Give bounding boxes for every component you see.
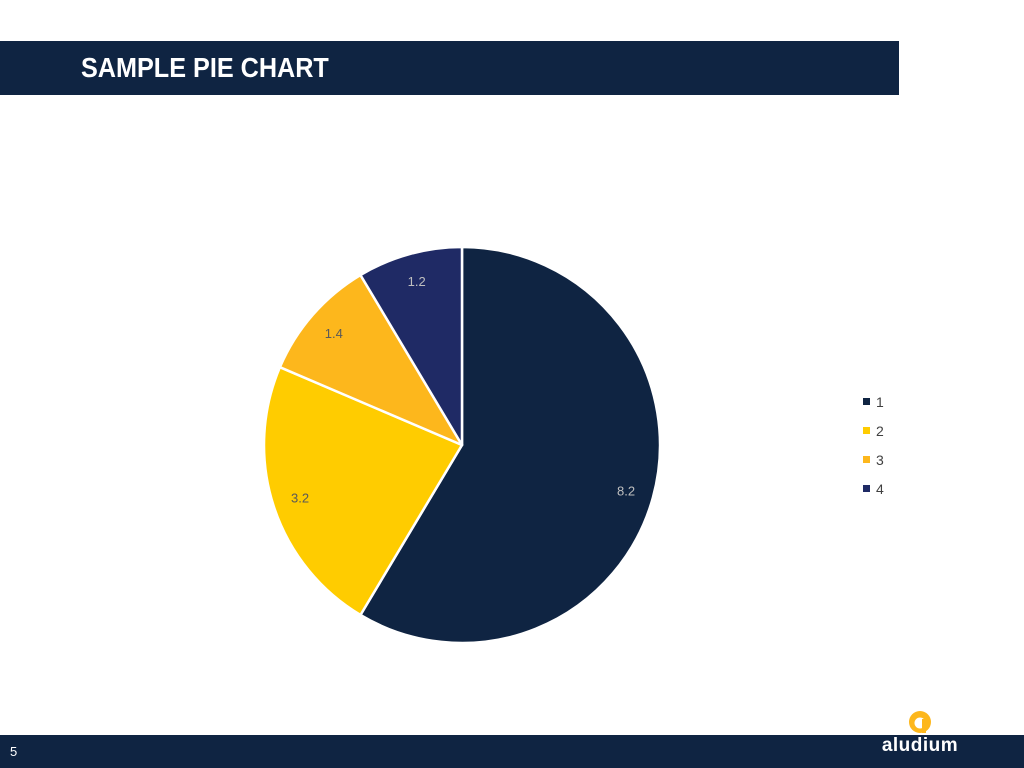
legend-label-4: 4 (876, 481, 884, 497)
legend-label-3: 3 (876, 452, 884, 468)
pie-slice-3 (278, 273, 464, 447)
pie-slice-4 (359, 245, 464, 447)
pie-slices (262, 245, 662, 645)
data-label-3: 1.4 (325, 326, 343, 341)
pie-slice-1 (359, 245, 662, 645)
page-title: SAMPLE PIE CHART (81, 52, 329, 83)
data-label-4: 1.2 (408, 274, 426, 289)
pie-slice-2 (262, 365, 464, 617)
legend-swatch-1 (863, 398, 870, 405)
legend-label-1: 1 (876, 394, 884, 410)
legend-label-2: 2 (876, 423, 884, 439)
logo-wordmark: aludium (881, 735, 959, 756)
legend-swatch-4 (863, 485, 870, 492)
title-bar: SAMPLE PIE CHART (0, 41, 899, 95)
aludium-logo-icon (909, 711, 931, 733)
pie-data-labels: 8.2 3.2 1.4 1.2 (291, 274, 635, 506)
footer-bar: 5 (0, 735, 1024, 768)
legend-swatch-2 (863, 427, 870, 434)
data-label-1: 8.2 (617, 483, 635, 498)
chart-legend: 1 2 3 4 (863, 394, 884, 497)
data-label-2: 3.2 (291, 491, 309, 506)
aludium-logo: aludium (874, 707, 966, 763)
legend-swatch-3 (863, 456, 870, 463)
page-number: 5 (10, 744, 18, 759)
